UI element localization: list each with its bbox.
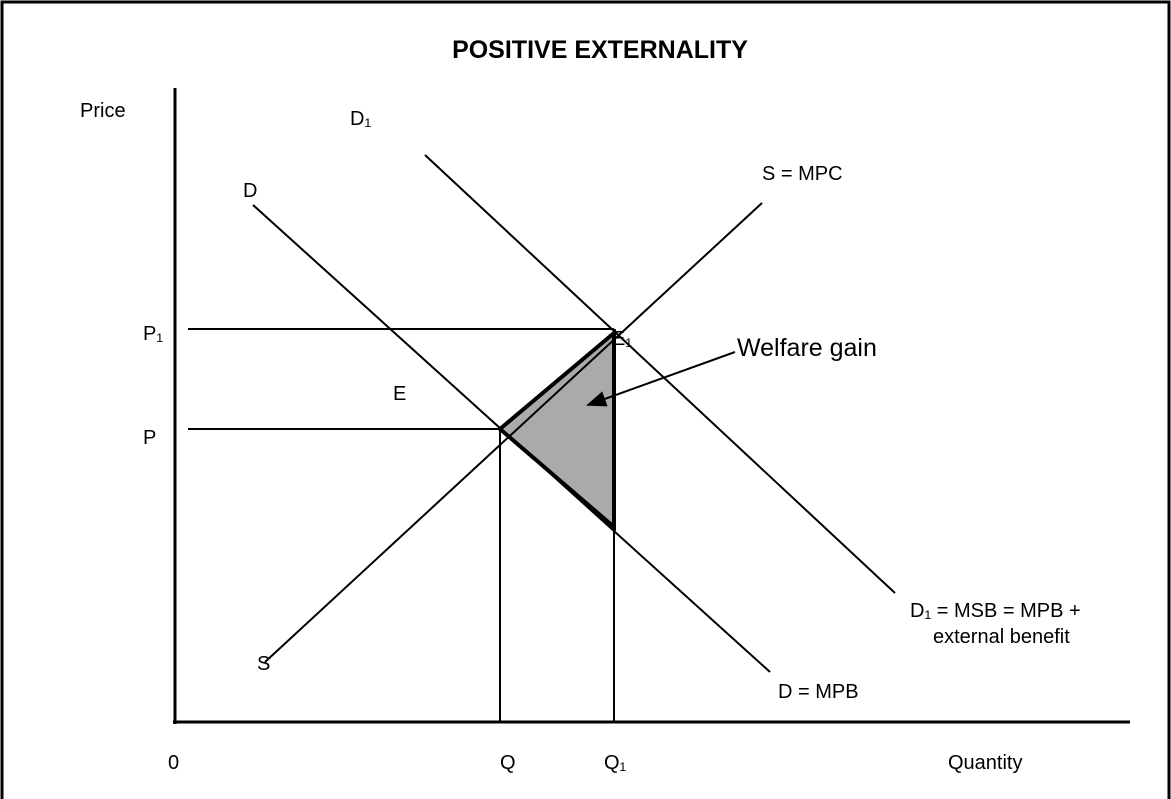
annotation: Welfare gain [737,334,877,362]
demand-curve [252,204,771,673]
welfare-triangle [496,328,616,532]
title: POSITIVE EXTERNALITY [452,36,748,64]
social-demand-curve [424,154,896,594]
arrow [586,351,736,407]
x-label: Quantity [948,752,1022,774]
point-label: E₁ [612,328,632,350]
curve-label: S [257,653,270,675]
point-label: E [393,383,406,405]
curve-label: D₁ = MSB = MPB + [910,600,1081,622]
price-label: P [143,427,156,449]
curve-label: S = MPC [762,163,843,185]
supply-curve [264,202,763,663]
origin: 0 [168,752,179,774]
quantity-label: Q [500,752,516,774]
curve-label: external benefit [933,626,1070,648]
price-label: P₁ [143,323,163,345]
curve-label: D [243,180,257,202]
quantity-label: Q₁ [604,752,627,774]
curve-label: D = MPB [778,681,859,703]
curve-label: D₁ [350,108,371,130]
y-label: Price [80,100,126,122]
